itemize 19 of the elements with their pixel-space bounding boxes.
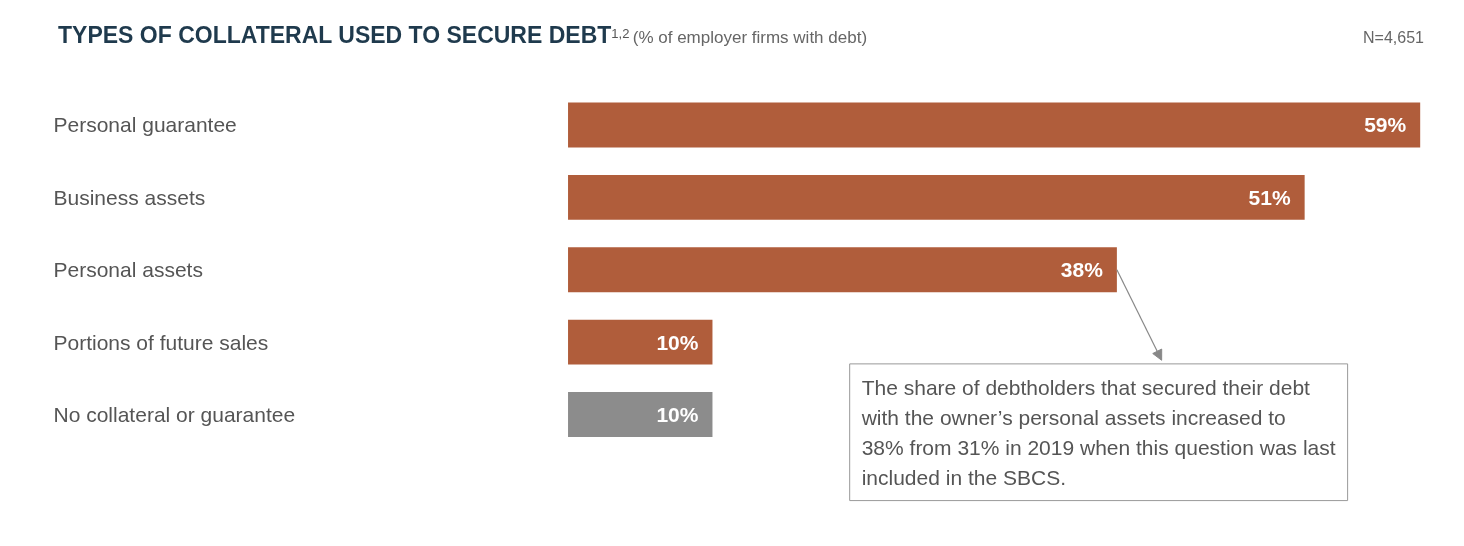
y-tick-label: Personal assets [53,258,203,282]
chart-subtitle: (% of employer firms with debt) [632,28,868,47]
data-label: 59% [1364,113,1407,137]
text: N=4,651 [1363,28,1424,48]
annotation: The share of debtholders that secured their debt with the owner’s personal assets increased to 38% from 31% in 2019 when this question was last included in the SBCS. [860,375,1336,489]
bar [568,319,713,365]
data-label: 10% [656,403,699,427]
y-tick-label: Portions of future sales [53,330,269,354]
data-label: 38% [1060,258,1104,282]
y-tick-label: Personal guarantee [53,113,237,137]
bar [568,102,1421,148]
data-label: 10% [656,330,699,354]
bar [568,247,1117,293]
bar [568,174,1305,220]
y-tick-label: Business assets [53,185,206,209]
bar [568,392,713,438]
y-tick-label: No collateral or guarantee [53,403,296,427]
text: TYPES OF COLLATERAL USED TO SECURE DEBT$^{1,2}$ [58,22,630,48]
data-label: 51% [1248,185,1291,209]
